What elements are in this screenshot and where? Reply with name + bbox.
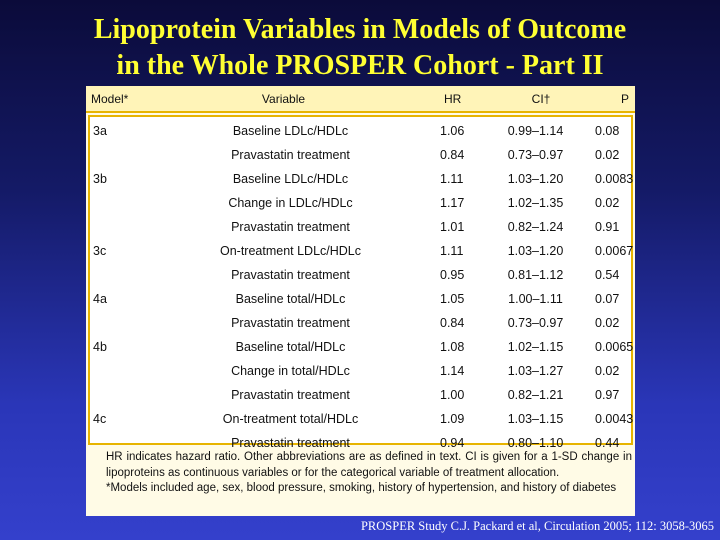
header-ci: CI† <box>531 91 551 106</box>
results-table-panel: Model* Variable HR CI† P 3a Baseline LDLc… <box>86 86 635 516</box>
footnote-models: *Models included age, sex, blood pressur… <box>106 482 617 494</box>
cell-model: 3b <box>93 172 107 186</box>
header-hr: HR <box>444 91 462 106</box>
cell-hr: 1.01 <box>440 220 465 234</box>
cell-p: 0.0067 <box>595 244 634 258</box>
cell-hr: 0.94 <box>440 436 465 450</box>
table-row: 3b Baseline LDLc/HDLc 1.11 1.03–1.20 0.0083 <box>90 167 634 191</box>
cell-hr: 0.95 <box>440 268 465 282</box>
cell-p: 0.0043 <box>595 412 634 426</box>
table-row: Pravastatin treatment 0.94 0.80–1.10 0.44 <box>90 431 631 455</box>
cell-hr: 1.06 <box>440 124 465 138</box>
cell-model: 3c <box>93 244 107 258</box>
cell-hr: 1.08 <box>440 340 465 354</box>
cell-ci: 0.82–1.21 <box>507 388 564 402</box>
cell-ci: 1.03–1.15 <box>507 412 564 426</box>
table-footnote: HR indicates hazard ratio. Other abbrevi… <box>92 450 632 497</box>
cell-variable: Pravastatin treatment <box>231 148 350 162</box>
table-body: 3a Baseline LDLc/HDLc 1.06 0.99–1.14 0.08 Pra… <box>88 115 634 450</box>
table-row: Pravastatin treatment 1.00 0.82–1.21 0.97 <box>90 383 631 407</box>
cell-model: 4a <box>93 292 107 306</box>
table-row: Pravastatin treatment 0.84 0.73–0.97 0.02 <box>90 311 631 335</box>
cell-p: 0.97 <box>595 388 620 402</box>
cell-variable: Pravastatin treatment <box>231 268 350 282</box>
cell-variable: Change in total/HDLc <box>231 364 350 378</box>
cell-variable: Baseline LDLc/HDLc <box>232 172 349 186</box>
cell-hr: 1.09 <box>440 412 465 426</box>
cell-p: 0.54 <box>595 268 620 282</box>
header-variable: Variable <box>261 91 306 106</box>
cell-variable: Pravastatin treatment <box>231 220 350 234</box>
table-row: 4b Baseline total/HDLc 1.08 1.02–1.15 0.0065 <box>90 335 634 359</box>
table-row: Pravastatin treatment 1.01 0.82–1.24 0.91 <box>90 215 631 239</box>
cell-hr: 0.84 <box>440 148 465 162</box>
cell-variable: Baseline total/HDLc <box>235 340 346 354</box>
cell-ci: 1.03–1.20 <box>507 172 564 186</box>
table-row: Pravastatin treatment 0.95 0.81–1.12 0.54 <box>90 263 631 287</box>
cell-hr: 1.17 <box>440 196 465 210</box>
cell-p: 0.08 <box>595 124 620 138</box>
header-p: P <box>621 91 630 106</box>
table-header-row: Model* Variable HR CI† P <box>86 86 635 113</box>
cell-p: 0.07 <box>595 292 620 306</box>
cell-p: 0.02 <box>595 364 620 378</box>
header-model: Model* <box>91 91 129 106</box>
cell-ci: 1.03–1.27 <box>507 364 564 378</box>
cell-model: 4c <box>93 412 107 426</box>
cell-p: 0.02 <box>595 316 620 330</box>
cell-variable: Baseline total/HDLc <box>235 292 346 306</box>
cell-hr: 1.11 <box>440 172 464 186</box>
title-line-1: Lipoprotein Variables in Models of Outco… <box>93 14 627 45</box>
footnote-abbreviations: HR indicates hazard ratio. Other abbrevi… <box>106 451 632 479</box>
cell-ci: 1.02–1.35 <box>507 196 564 210</box>
cell-ci: 0.99–1.14 <box>507 124 564 138</box>
cell-ci: 1.03–1.20 <box>507 244 564 258</box>
cell-variable: Pravastatin treatment <box>231 316 350 330</box>
cell-p: 0.02 <box>595 148 620 162</box>
cell-model: 3a <box>93 124 107 138</box>
cell-variable: Pravastatin treatment <box>231 436 350 450</box>
table-row: 3c On-treatment LDLc/HDLc 1.11 1.03–1.20 0.0… <box>90 239 634 263</box>
slide-title: Lipoprotein Variables in Models of Outco… <box>0 12 720 84</box>
table-row: 4a Baseline total/HDLc 1.05 1.00–1.11 0.07 <box>90 287 631 311</box>
cell-p: 0.0083 <box>595 172 634 186</box>
cell-hr: 1.14 <box>440 364 465 378</box>
cell-hr: 0.84 <box>440 316 465 330</box>
cell-ci: 0.73–0.97 <box>507 148 564 162</box>
cell-variable: Baseline LDLc/HDLc <box>232 124 349 138</box>
title-line-2: in the Whole PROSPER Cohort - Part II <box>116 50 604 81</box>
cell-ci: 0.80–1.10 <box>507 436 564 450</box>
cell-ci: 0.82–1.24 <box>507 220 564 234</box>
cell-variable: On-treatment total/HDLc <box>222 412 359 426</box>
cell-ci: 1.00–1.11 <box>508 292 563 306</box>
table-row: 3a Baseline LDLc/HDLc 1.06 0.99–1.14 0.08 <box>90 119 631 143</box>
cell-hr: 1.05 <box>440 292 465 306</box>
table-row: 4c On-treatment total/HDLc 1.09 1.03–1.15 0.… <box>90 407 634 431</box>
cell-model: 4b <box>93 340 107 354</box>
cell-ci: 1.02–1.15 <box>507 340 564 354</box>
citation: PROSPER Study C.J. Packard et al, Circul… <box>360 519 714 533</box>
cell-hr: 1.11 <box>440 244 464 258</box>
cell-ci: 0.73–0.97 <box>507 316 564 330</box>
cell-hr: 1.00 <box>440 388 465 402</box>
table-row: Change in LDLc/HDLc 1.17 1.02–1.35 0.02 <box>90 191 631 215</box>
table-row: Pravastatin treatment 0.84 0.73–0.97 0.02 <box>90 143 631 167</box>
cell-p: 0.91 <box>595 220 620 234</box>
cell-variable: Change in LDLc/HDLc <box>228 196 353 210</box>
cell-variable: On-treatment LDLc/HDLc <box>219 244 362 258</box>
table-row: Change in total/HDLc 1.14 1.03–1.27 0.02 <box>90 359 631 383</box>
cell-p: 0.02 <box>595 196 620 210</box>
cell-p: 0.0065 <box>595 340 634 354</box>
cell-variable: Pravastatin treatment <box>231 388 350 402</box>
cell-ci: 0.81–1.12 <box>507 268 564 282</box>
cell-p: 0.44 <box>595 436 620 450</box>
